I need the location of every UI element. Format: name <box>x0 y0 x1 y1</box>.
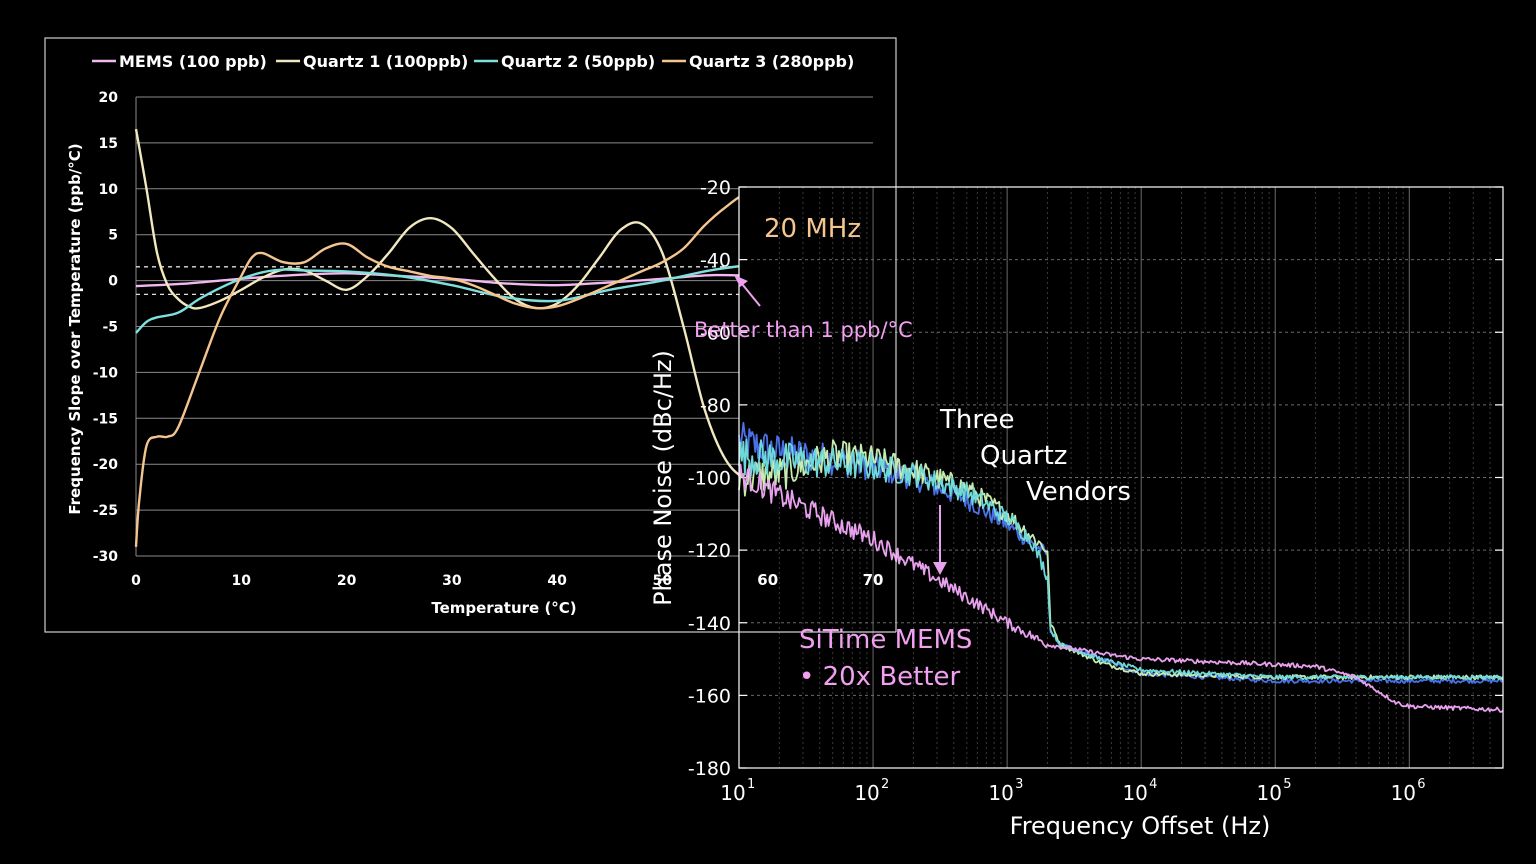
annotations: 20 MHz Better than 1 ppb/°C Three Quartz… <box>694 214 1131 692</box>
chart2-y-axis-label: Phase Noise (dBc/Hz) <box>649 350 677 606</box>
annotation-three: Three <box>939 405 1014 435</box>
annotation-vendors: Vendors <box>1026 477 1131 507</box>
inset-x-tick-label: 70 <box>863 571 884 589</box>
chart2-x-tick-exponent: 6 <box>1417 777 1425 792</box>
chart1-legend: MEMS (100 ppb) Quartz 1 (100ppb) Quartz 2 … <box>92 52 854 71</box>
chart1-y-tick-label: 10 <box>99 182 119 198</box>
chart2-y-tick-label: -20 <box>700 177 731 199</box>
chart2-x-tick-label: 10 <box>720 781 745 805</box>
legend-label-3: Quartz 2 (50ppb) <box>501 52 655 71</box>
chart2-x-tick-label: 10 <box>988 781 1013 805</box>
chart2-y-tick-labels: -20 -40 -60 -80 -100 -120 -140 -160 -180 <box>688 177 731 780</box>
chart2-x-tick-exponent: 5 <box>1283 777 1291 792</box>
inset-x-tick-label: 60 <box>757 571 778 589</box>
chart1-inset-overlap: 60 70 <box>739 187 897 633</box>
chart2-x-tick-exponent: 1 <box>747 777 755 792</box>
legend-label-2: Quartz 1 (100ppb) <box>303 52 468 71</box>
chart2-x-tick-label: 10 <box>1257 781 1282 805</box>
chart1-y-tick-label: 20 <box>99 90 119 106</box>
annotation-20x-better: • 20x Better <box>799 662 961 692</box>
chart1-x-tick-label: 50 <box>653 573 673 589</box>
chart1-x-tick-label: 40 <box>547 573 567 589</box>
chart2-x-tick-exponent: 3 <box>1015 777 1023 792</box>
chart1-x-axis-label: Temperature (°C) <box>431 599 576 617</box>
chart1-x-tick-label: 0 <box>131 573 141 589</box>
chart2-x-tick-exponent: 2 <box>881 777 889 792</box>
chart1-x-tick-label: 30 <box>442 573 462 589</box>
chart2-x-tick-labels: 10 1 10 2 10 3 10 4 10 5 10 6 <box>720 777 1425 805</box>
chart1-y-tick-label: -30 <box>93 549 119 565</box>
annotation-better-than-1ppb: Better than 1 ppb/°C <box>694 318 913 342</box>
chart2-x-tick-label: 10 <box>854 781 879 805</box>
improvement-arrowhead-icon <box>933 562 947 575</box>
chart1-y-tick-label: -10 <box>93 365 119 381</box>
chart2-y-tick-label: -160 <box>688 685 731 707</box>
annotation-20mhz: 20 MHz <box>764 214 861 244</box>
chart2-x-tick-label: 10 <box>1122 781 1147 805</box>
chart2-series-line-4 <box>738 463 1504 713</box>
chart2-series-line-3 <box>738 438 1504 681</box>
chart2-y-tick-label: -60 <box>700 322 731 344</box>
chart2-x-axis-label: Frequency Offset (Hz) <box>1010 812 1271 840</box>
phase-noise-chart: 10 1 10 2 10 3 10 4 10 5 10 6 -20-40-60-80-100-120-… <box>649 177 1504 840</box>
annotation-sitime-mems: SiTime MEMS <box>799 625 972 655</box>
chart1-y-tick-label: 15 <box>99 136 118 152</box>
chart2-x-tick-label: 10 <box>1391 781 1416 805</box>
chart1-y-axis-label: Frequency Slope over Temperature (ppb/°C… <box>66 143 84 514</box>
chart1-y-tick-label: -25 <box>93 503 118 519</box>
chart2-y-tick-label: -80 <box>700 395 731 417</box>
chart1-x-tick-label: 10 <box>232 573 252 589</box>
chart2-series <box>738 421 1504 713</box>
chart1-y-tick-label: 5 <box>108 228 118 244</box>
chart1-y-tick-label: -5 <box>102 320 118 336</box>
annotation-arrowhead-icon <box>734 275 748 287</box>
chart2-x-tick-exponent: 4 <box>1149 777 1157 792</box>
chart1-series-line-4 <box>134 190 863 547</box>
chart2-y-tick-label: -120 <box>688 540 731 562</box>
chart2-y-tick-label: -100 <box>688 468 731 490</box>
chart2-y-tick-label: -180 <box>688 758 731 780</box>
chart1-y-tick-label: -15 <box>93 411 118 427</box>
legend-label-4: Quartz 3 (280ppb) <box>689 52 854 71</box>
chart1-y-tick-label: 0 <box>108 274 118 290</box>
chart2-gridlines <box>738 186 1504 769</box>
annotation-quartz: Quartz <box>980 441 1067 471</box>
chart1-x-tick-labels: 0 10 20 30 40 50 <box>131 573 672 589</box>
legend-label-1: MEMS (100 ppb) <box>119 52 267 71</box>
chart2-y-tick-label: -140 <box>688 613 731 635</box>
chart1-x-tick-label: 20 <box>337 573 357 589</box>
chart2-frame <box>738 186 1504 769</box>
chart1-y-tick-labels: 20 15 10 5 0 -5 -10 -15 -20 -25 -30 <box>93 90 119 565</box>
chart1-y-tick-label: -20 <box>93 457 119 473</box>
chart2-y-tick-label: -40 <box>700 250 731 272</box>
